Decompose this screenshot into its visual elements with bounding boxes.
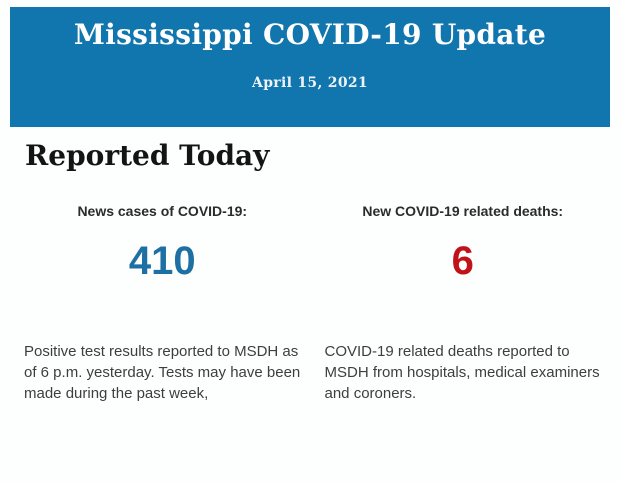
related-deaths-value: 6 — [451, 239, 474, 283]
related-deaths-description: COVID-19 related deaths reported to MSDH… — [324, 343, 600, 402]
stats-columns: News cases of COVID-19: 410 Positive tes… — [24, 203, 601, 404]
new-cases-value: 410 — [128, 239, 196, 283]
related-deaths-label: New COVID-19 related deaths: — [362, 203, 564, 219]
stat-column-new-cases: News cases of COVID-19: 410 Positive tes… — [24, 203, 301, 404]
new-cases-description: Positive test results reported to MSDH a… — [24, 343, 301, 402]
header-banner: Mississippi COVID-19 Update April 15, 20… — [10, 7, 610, 127]
stat-column-related-deaths: New COVID-19 related deaths: 6 COVID-19 … — [325, 203, 602, 404]
report-date: April 15, 2021 — [252, 75, 368, 91]
section-title-reported-today: Reported Today — [25, 139, 270, 172]
new-cases-label: News cases of COVID-19: — [77, 203, 248, 219]
page-title: Mississippi COVID-19 Update — [73, 18, 547, 51]
